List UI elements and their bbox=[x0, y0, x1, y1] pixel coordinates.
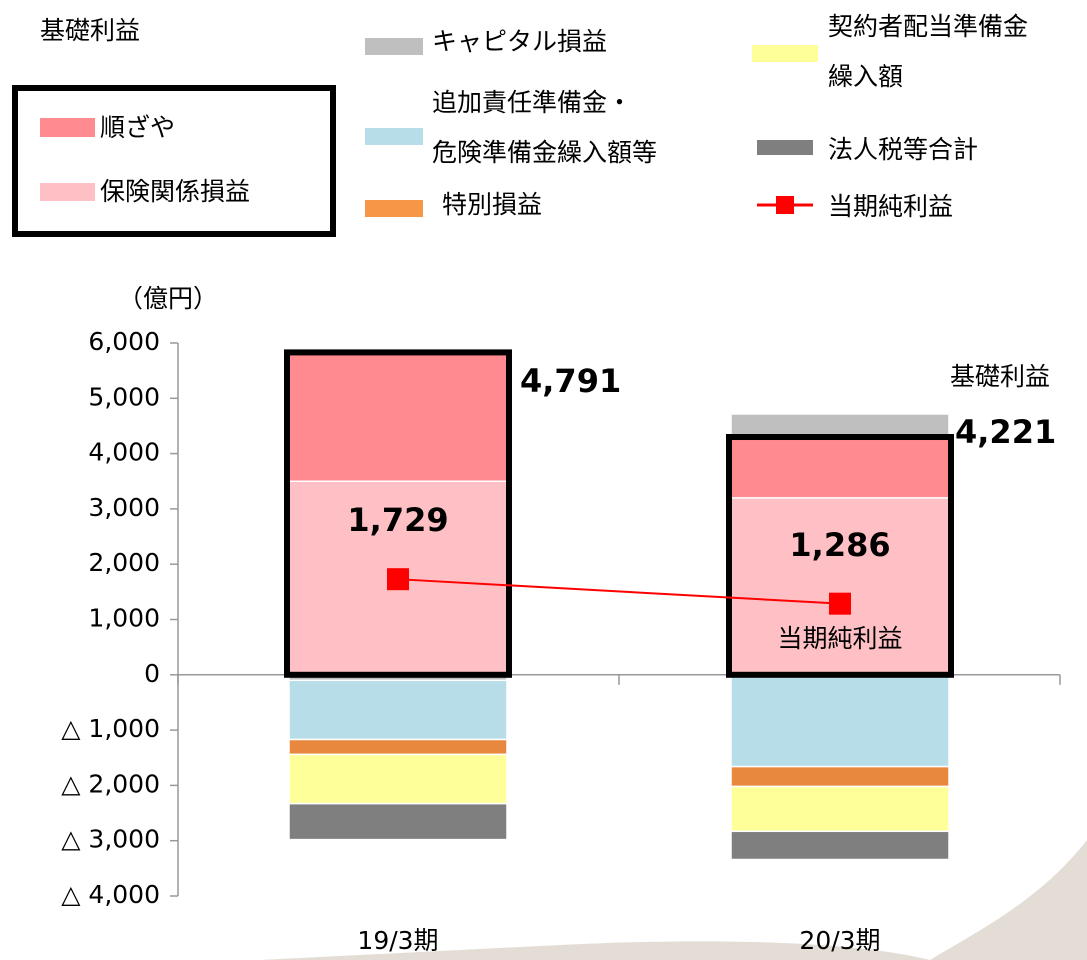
bar-segment bbox=[730, 830, 950, 861]
line-marker bbox=[829, 592, 851, 615]
line-marker bbox=[387, 568, 409, 591]
y-tick-label: 0 bbox=[144, 659, 160, 688]
legend-label: 保険関係損益 bbox=[100, 177, 251, 206]
bar-segment bbox=[288, 679, 508, 741]
bar-segment bbox=[730, 765, 950, 788]
legend-swatch bbox=[757, 140, 813, 155]
y-tick-label: 6,000 bbox=[88, 327, 160, 356]
legend-swatch bbox=[752, 45, 818, 62]
line bbox=[397, 578, 841, 605]
legend-swatch bbox=[40, 183, 95, 201]
legend-swatch bbox=[365, 200, 423, 217]
bar-segment bbox=[730, 674, 950, 768]
annotation: 基礎利益 bbox=[950, 362, 1050, 391]
y-tick-label: 4,000 bbox=[88, 438, 160, 467]
bar-segment bbox=[730, 413, 950, 438]
y-tick-label: △ 3,000 bbox=[61, 825, 160, 854]
y-tick-label: △ 4,000 bbox=[61, 880, 160, 909]
y-tick-label: 2,000 bbox=[88, 548, 160, 577]
data-label: 1,286 bbox=[789, 526, 890, 564]
bar-segment bbox=[288, 738, 508, 756]
bar-segment bbox=[730, 785, 950, 833]
legend-swatch bbox=[365, 38, 423, 55]
chart-title: 基礎利益 bbox=[40, 16, 140, 45]
legend-label: キャピタル損益 bbox=[432, 27, 608, 56]
y-tick-label: 3,000 bbox=[88, 493, 160, 522]
legend-label: 法人税等合計 bbox=[828, 135, 979, 164]
legend-label: 順ざや bbox=[100, 113, 176, 142]
legend-label: 特別損益 bbox=[442, 190, 543, 219]
legend-label: 当期純利益 bbox=[828, 192, 954, 221]
bar-segment bbox=[288, 753, 508, 805]
y-tick-label: 5,000 bbox=[88, 382, 160, 411]
annotation: 4,791 bbox=[520, 362, 621, 400]
bar-segment bbox=[730, 497, 950, 676]
x-tick-label: 20/3期 bbox=[799, 926, 880, 955]
background-shape bbox=[260, 840, 1087, 960]
annotation: 4,221 bbox=[955, 413, 1056, 451]
basic-profit-box bbox=[284, 349, 512, 678]
y-unit: （億円） bbox=[118, 284, 218, 313]
legend-label: 契約者配当準備金 繰入額 bbox=[828, 12, 1029, 91]
legend-swatch bbox=[40, 118, 95, 137]
legend-marker bbox=[776, 196, 794, 214]
legend-box bbox=[12, 85, 336, 237]
annotation: 当期純利益 bbox=[777, 624, 902, 653]
y-tick-label: △ 1,000 bbox=[61, 714, 160, 743]
data-label: 1,729 bbox=[347, 501, 448, 539]
legend-label: 追加責任準備金・ 危険準備金繰入額等 bbox=[432, 88, 658, 167]
y-tick-label: 1,000 bbox=[88, 604, 160, 633]
bar-segment bbox=[288, 802, 508, 841]
x-tick-label: 19/3期 bbox=[357, 926, 438, 955]
bar-segment bbox=[730, 436, 950, 499]
y-tick-label: △ 2,000 bbox=[61, 769, 160, 798]
bar-segment bbox=[288, 351, 508, 482]
basic-profit-box bbox=[726, 434, 954, 678]
legend-swatch bbox=[365, 128, 423, 145]
